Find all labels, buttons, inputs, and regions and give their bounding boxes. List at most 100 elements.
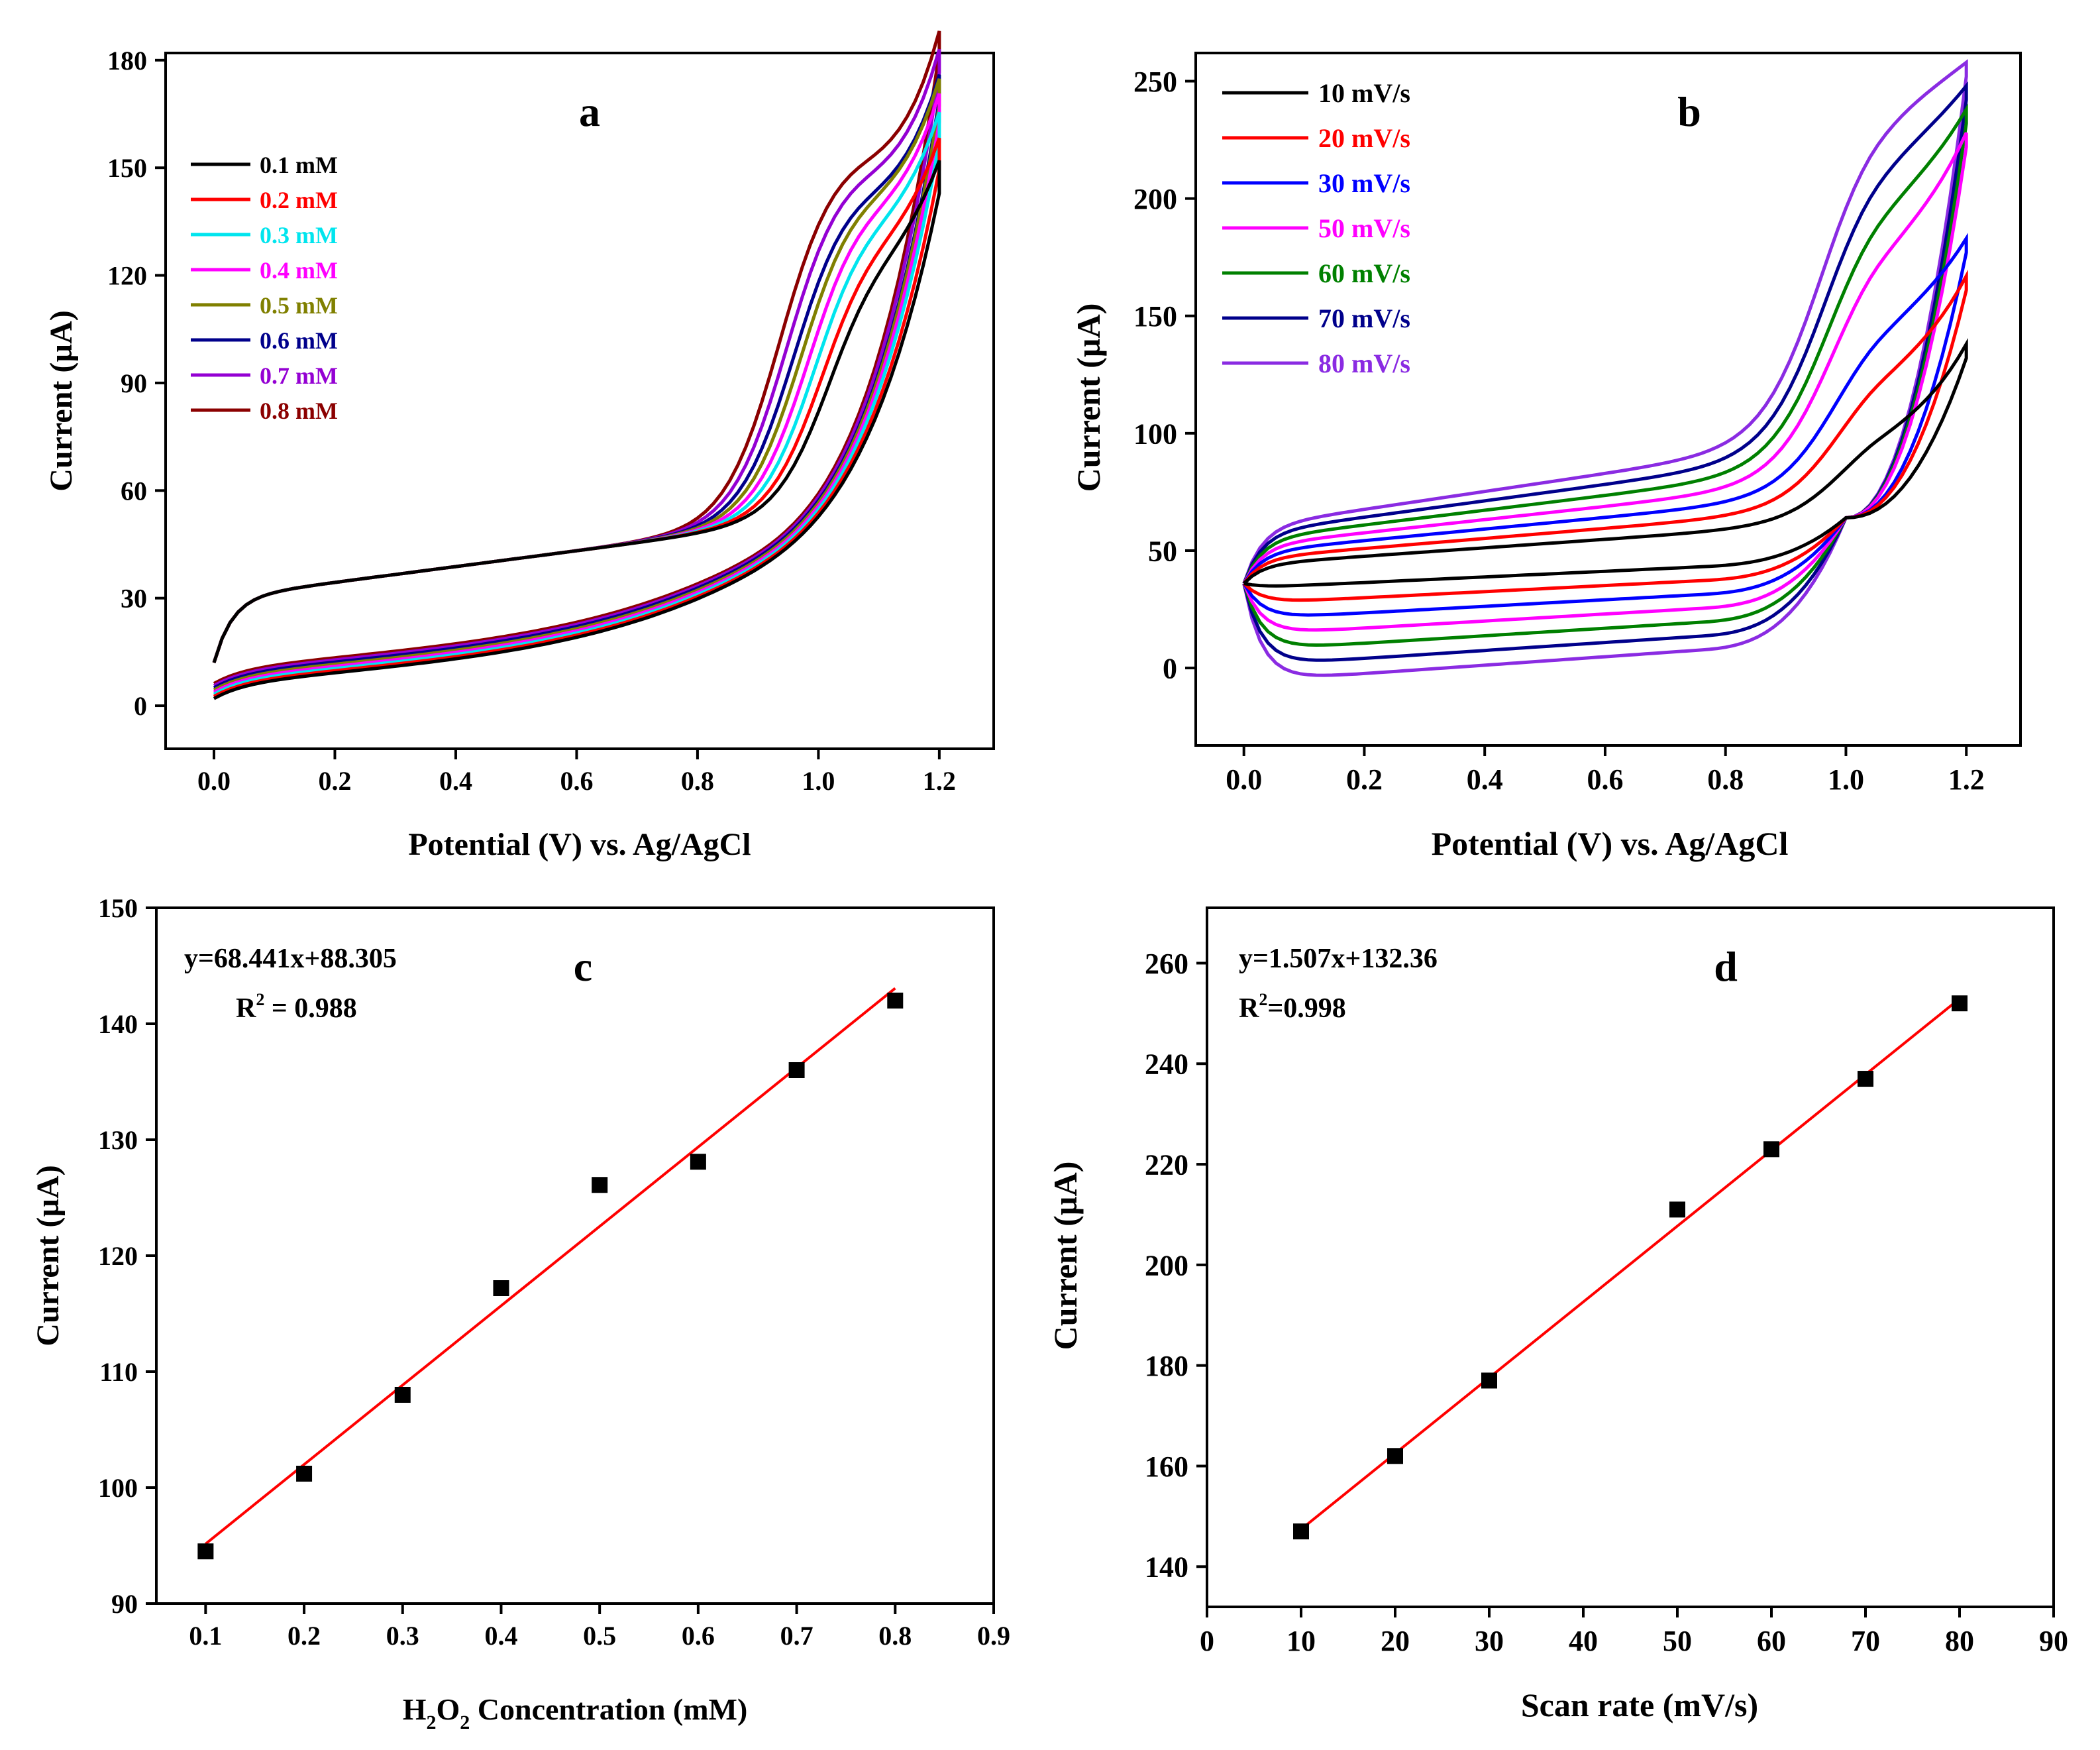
panel-d-ytick-label: 180 — [1145, 1350, 1188, 1382]
panel-a-ytick-label: 30 — [121, 584, 147, 614]
panel-b-frame — [1194, 52, 2022, 747]
panel-a-frame — [164, 52, 995, 750]
panel-d-xtick-label: 90 — [2039, 1625, 2068, 1657]
panel-c-marks — [197, 987, 904, 1560]
panel-a-ytick-label: 0 — [134, 691, 147, 721]
panel-d-data-point — [1858, 1071, 1873, 1087]
cv-curve-30-mV-s — [1242, 233, 1968, 617]
panel-c-data-point — [296, 1466, 313, 1482]
panel-b-ytick-label: 50 — [1148, 535, 1177, 567]
legend-entry: 80 mV/s — [1318, 349, 1410, 378]
panel-b-ylabel: Current (µA) — [1070, 303, 1107, 492]
panel-c-xtick-label: 0.4 — [484, 1621, 517, 1651]
panel-b: 0.0 0.2 0.4 0.6 0.8 1.0 1.2 0 50 100 150 200 250 10 … — [1070, 52, 2022, 862]
panel-c-xtick-label: 0.8 — [878, 1621, 912, 1651]
panel-a-ytick-label: 150 — [107, 153, 147, 183]
panel-b-ytick-label: 0 — [1163, 653, 1177, 685]
panel-d-xtick-label: 10 — [1286, 1625, 1316, 1657]
panel-c-ytick-label: 90 — [111, 1589, 138, 1619]
panel-c-ytick-label: 120 — [98, 1241, 138, 1271]
panel-d-r2: R2=0.998 — [1239, 990, 1346, 1024]
panel-b-xtick-label: 0.6 — [1587, 763, 1623, 796]
panel-d-xtick-label: 80 — [1945, 1625, 1974, 1657]
panel-a-ytick-label: 90 — [121, 368, 147, 398]
legend-entry: 10 mV/s — [1318, 78, 1410, 108]
panel-c-data-point — [592, 1177, 608, 1193]
panel-c-ytick-label: 150 — [98, 893, 138, 923]
legend-entry: 0.3 mM — [260, 222, 338, 248]
panel-c-r2: R2 = 0.988 — [236, 990, 357, 1024]
panel-a-curves — [212, 30, 941, 700]
legend-entry: 50 mV/s — [1318, 213, 1410, 243]
panel-c-ytick-label: 100 — [98, 1473, 138, 1503]
panel-d-xtick-label: 50 — [1663, 1625, 1692, 1657]
panel-a-ytick-label: 180 — [107, 46, 147, 76]
panel-d-xtick-label: 70 — [1851, 1625, 1880, 1657]
legend-entry: 70 mV/s — [1318, 303, 1410, 333]
panel-a-ylabel: Current (µA) — [44, 310, 79, 491]
panel-d-xtick-label: 20 — [1381, 1625, 1410, 1657]
panel-d-ytick-label: 160 — [1145, 1450, 1188, 1483]
panel-d-xtick-label: 30 — [1475, 1625, 1504, 1657]
panel-c-xtick-label: 0.2 — [288, 1621, 321, 1651]
panel-b-xtick-label: 1.2 — [1948, 763, 1985, 796]
legend-entry: 0.5 mM — [260, 292, 338, 319]
panel-d-data-point — [1387, 1448, 1403, 1464]
panel-b-label: b — [1677, 88, 1701, 135]
panel-c-label: c — [574, 943, 592, 990]
panel-d-xtick-label: 0 — [1200, 1625, 1214, 1657]
panel-a-xlabel: Potential (V) vs. Ag/AgCl — [408, 827, 751, 862]
panel-c: 0.1 0.2 0.3 0.4 0.5 0.6 0.7 0.8 0.9 90 100 110 120 13… — [30, 893, 1010, 1733]
legend-entry: 0.8 mM — [260, 398, 338, 424]
panel-d-equation: y=1.507x+132.36 — [1239, 944, 1438, 974]
panel-d-ytick-label: 240 — [1145, 1048, 1188, 1081]
panel-c-xtick-label: 0.9 — [977, 1621, 1010, 1651]
panel-b-xtick-label: 0.2 — [1346, 763, 1383, 796]
panel-d-data-point — [1293, 1523, 1309, 1540]
panel-d-xtick-label: 60 — [1757, 1625, 1786, 1657]
panel-b-xtick-label: 0.8 — [1707, 763, 1744, 796]
panel-b-legend: 10 mV/s 20 mV/s 30 mV/s 50 mV/s 60 mV/s 70 mV… — [1222, 78, 1410, 378]
panel-c-xtick-label: 0.5 — [583, 1621, 616, 1651]
panel-a-xtick-label: 1.2 — [923, 766, 956, 796]
panel-d-data-point — [1952, 995, 1968, 1012]
panel-d-xlabel: Scan rate (mV/s) — [1521, 1686, 1758, 1723]
panel-b-xtick-label: 0.4 — [1467, 763, 1503, 796]
panel-c-ytick-label: 110 — [99, 1357, 138, 1387]
panel-c-data-point — [690, 1154, 706, 1170]
panel-a-xtick-label: 0.2 — [318, 766, 351, 796]
panel-d-data-point — [1763, 1141, 1779, 1158]
panel-b-xtick-label: 1.0 — [1828, 763, 1864, 796]
panel-a-xtick-label: 0.6 — [560, 766, 593, 796]
legend-entry: 0.1 mM — [260, 152, 338, 178]
panel-c-ylabel: Current (µA) — [30, 1165, 66, 1346]
legend-entry: 0.6 mM — [260, 327, 338, 354]
panel-d-frame — [1206, 906, 2055, 1608]
panel-d-ytick-label: 140 — [1145, 1551, 1188, 1584]
panel-a-xtick-label: 0.0 — [197, 766, 231, 796]
panel-b-xtick-label: 0.0 — [1226, 763, 1262, 796]
panel-c-xtick-label: 0.1 — [189, 1621, 222, 1651]
legend-entry: 20 mV/s — [1318, 123, 1410, 153]
panel-c-ytick-label: 140 — [98, 1009, 138, 1039]
panel-c-equation: y=68.441x+88.305 — [184, 944, 397, 974]
panel-b-ytick-label: 150 — [1133, 300, 1177, 333]
legend-entry: 0.2 mM — [260, 187, 338, 213]
panel-d-ytick-label: 200 — [1145, 1249, 1188, 1282]
panel-a-legend: 0.1 mM 0.2 mM 0.3 mM 0.4 mM 0.5 mM 0.6 mM 0.7 … — [191, 152, 338, 424]
panel-a-ytick-label: 120 — [107, 261, 147, 291]
panel-b-xlabel: Potential (V) vs. Ag/AgCl — [1432, 825, 1789, 862]
panel-d-ytick-label: 220 — [1145, 1148, 1188, 1181]
panel-b-ytick-label: 100 — [1133, 417, 1177, 450]
cv-curve-10-mV-s — [1243, 338, 1968, 588]
panel-d-fit-line — [1300, 997, 1961, 1531]
legend-entry: 0.7 mM — [260, 362, 338, 389]
panel-b-ytick-label: 250 — [1133, 66, 1177, 98]
panel-c-data-point — [197, 1543, 214, 1560]
panel-c-xtick-label: 0.3 — [386, 1621, 419, 1651]
panel-d: 0 10 20 30 40 50 60 70 80 90 140 160 180 200 220 240 260… — [1047, 906, 2068, 1723]
panel-c-xtick-label: 0.6 — [682, 1621, 715, 1651]
panel-c-data-point — [788, 1062, 805, 1078]
panel-d-ytick-label: 260 — [1145, 948, 1188, 980]
